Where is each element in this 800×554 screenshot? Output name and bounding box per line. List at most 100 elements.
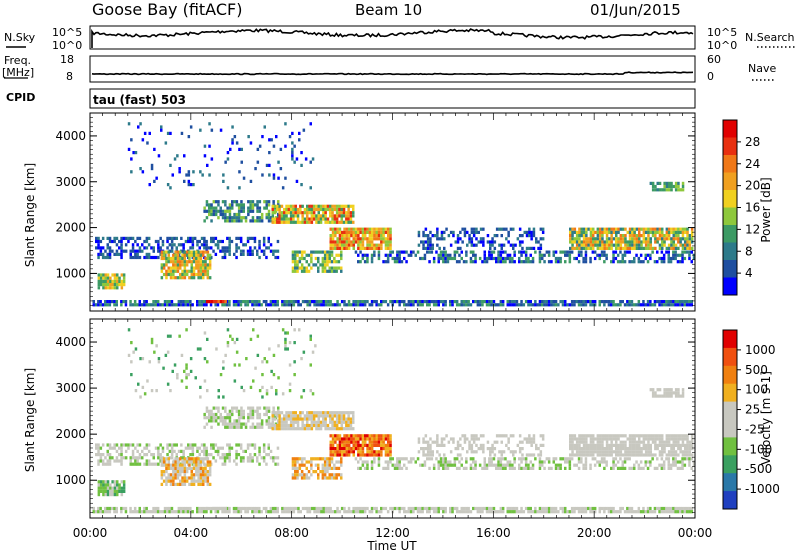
range-cell — [596, 437, 600, 441]
range-cell — [422, 243, 425, 247]
range-cell — [515, 303, 519, 307]
range-cell — [338, 246, 342, 250]
range-cell — [501, 250, 505, 254]
range-cell — [596, 434, 600, 438]
range-cell — [589, 440, 593, 444]
range-cell — [424, 240, 428, 244]
range-cell — [210, 236, 213, 240]
range-cell — [186, 303, 190, 307]
range-cell — [570, 506, 574, 511]
range-cell — [321, 250, 325, 254]
range-cell — [361, 227, 365, 231]
range-cell — [154, 510, 158, 514]
range-cell — [677, 234, 680, 238]
range-cell — [349, 411, 353, 415]
range-cell — [491, 447, 494, 451]
range-cell — [208, 173, 211, 177]
range-cell — [637, 466, 641, 470]
range-cell — [183, 473, 187, 477]
range-cell — [672, 240, 675, 244]
range-cell — [569, 453, 572, 457]
range-cell — [514, 450, 517, 454]
range-cell — [605, 437, 609, 441]
range-cell — [485, 506, 489, 511]
range-cell — [669, 510, 673, 514]
range-cell — [190, 482, 193, 486]
range-cell — [182, 303, 185, 307]
range-cell — [251, 249, 254, 253]
range-cell — [228, 239, 231, 244]
range-cell — [506, 463, 509, 467]
range-cell — [449, 506, 452, 511]
range-cell — [331, 237, 335, 241]
range-cell — [647, 240, 650, 244]
range-cell — [670, 240, 673, 244]
range-cell — [495, 466, 498, 470]
range-cell — [674, 440, 678, 444]
range-cell — [145, 446, 149, 450]
range-cell — [131, 453, 135, 457]
range-cell — [199, 470, 203, 474]
nsky-label: N.Sky — [4, 31, 36, 44]
range-cell — [333, 476, 336, 480]
range-cell — [380, 246, 383, 250]
range-cell — [543, 300, 546, 304]
range-cell — [336, 506, 339, 511]
range-cell — [192, 269, 196, 273]
range-cell — [106, 506, 109, 511]
range-cell — [294, 269, 297, 273]
range-cell — [352, 427, 355, 431]
range-cell — [336, 246, 339, 250]
range-cell — [644, 447, 648, 451]
range-cell — [642, 246, 646, 250]
range-cell — [610, 450, 613, 454]
range-cell — [501, 260, 505, 264]
range-cell — [189, 183, 193, 187]
range-cell — [377, 510, 381, 514]
range-cell — [642, 443, 646, 447]
range-cell — [315, 303, 319, 307]
range-cell — [296, 214, 300, 218]
range-cell — [256, 249, 259, 253]
range-cell — [313, 300, 316, 304]
range-cell — [308, 506, 312, 511]
range-cell — [665, 246, 669, 250]
range-cell — [336, 450, 339, 454]
range-cell — [508, 300, 512, 304]
range-cell — [524, 466, 528, 470]
range-cell — [305, 260, 308, 264]
range-cell — [638, 447, 641, 451]
range-cell — [569, 440, 572, 444]
range-cell — [483, 260, 486, 264]
range-cell — [370, 256, 374, 261]
range-cell — [146, 141, 149, 145]
range-cell — [153, 147, 156, 151]
range-cell — [294, 300, 298, 304]
range-cell — [521, 234, 524, 238]
range-cell — [162, 470, 166, 474]
range-cell — [386, 256, 390, 261]
range-cell — [118, 483, 121, 487]
range-cell — [246, 303, 250, 307]
range-cell — [162, 460, 166, 464]
range-cell — [389, 250, 392, 254]
range-cell — [541, 463, 544, 467]
range-cell — [197, 473, 200, 477]
range-cell — [658, 227, 662, 231]
range-cell — [520, 460, 523, 464]
range-cell — [152, 255, 155, 260]
range-cell — [246, 446, 250, 450]
range-cell — [271, 207, 274, 212]
range-cell — [341, 240, 344, 244]
range-cell — [426, 234, 430, 238]
range-cell — [310, 423, 314, 428]
range-cell — [248, 506, 252, 511]
range-cell — [108, 252, 112, 256]
range-cell — [278, 423, 281, 428]
range-cell — [222, 300, 225, 304]
range-cell — [389, 453, 392, 457]
range-cell — [265, 203, 268, 207]
range-cell — [409, 250, 413, 254]
range-cell — [644, 450, 648, 454]
